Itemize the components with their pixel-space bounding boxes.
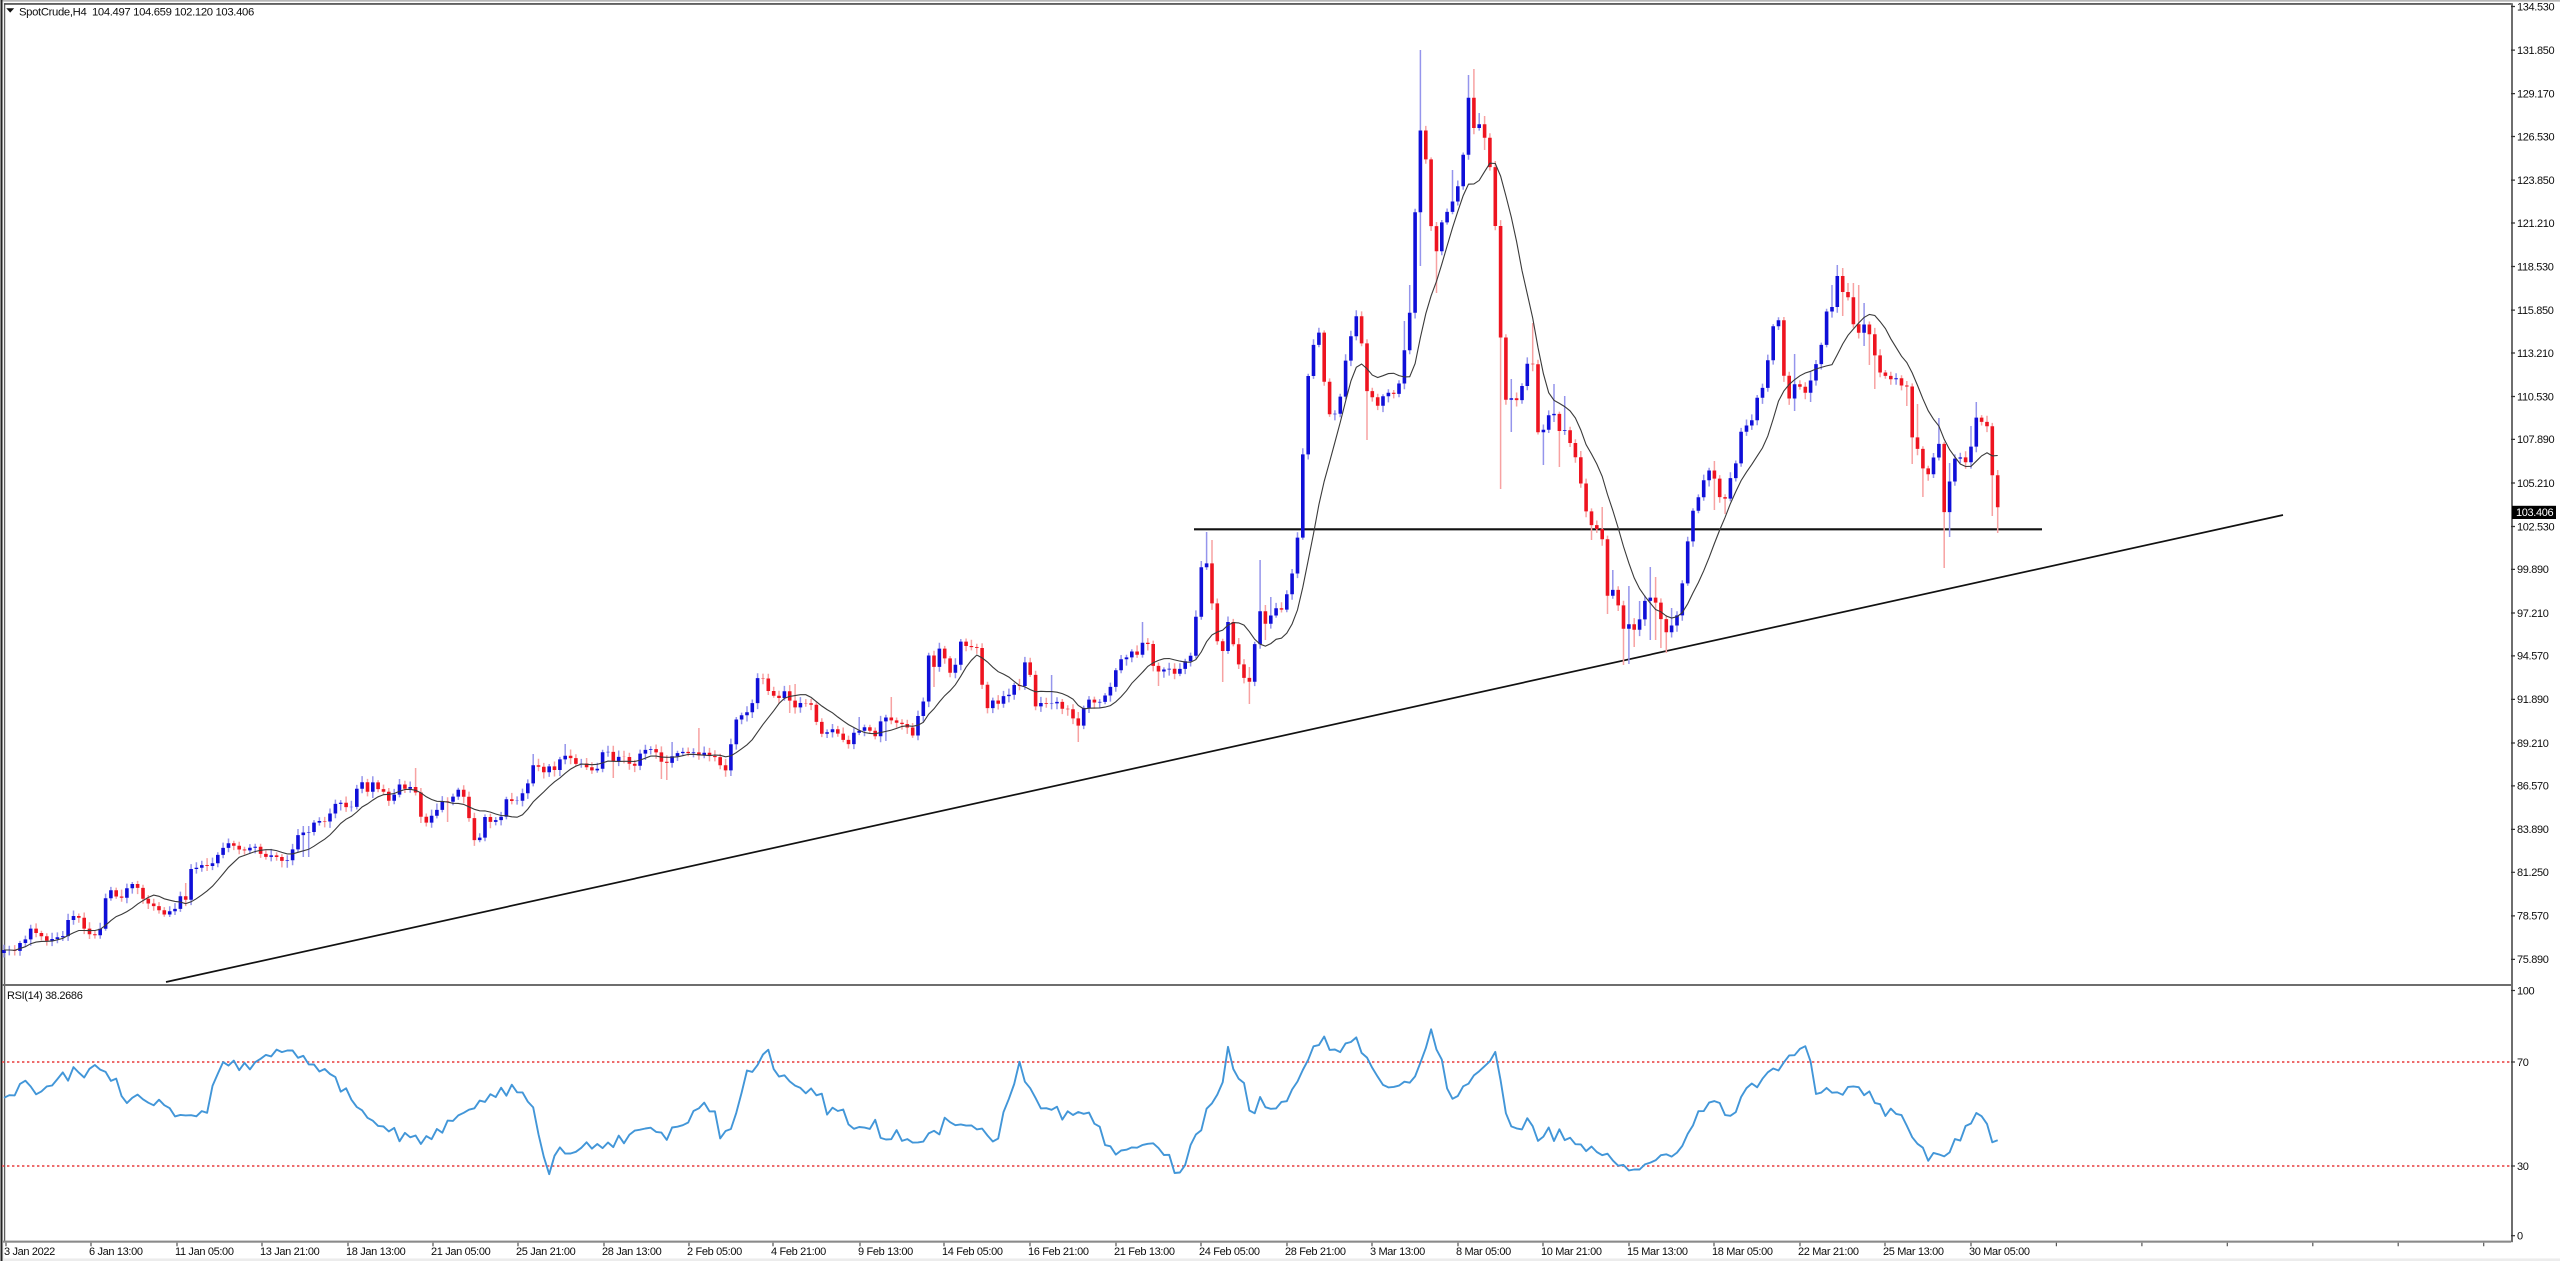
svg-text:21 Jan 05:00: 21 Jan 05:00 (431, 1246, 491, 1258)
svg-text:21 Feb 13:00: 21 Feb 13:00 (1114, 1246, 1175, 1258)
svg-text:102.530: 102.530 (2517, 521, 2555, 533)
svg-text:13 Jan 21:00: 13 Jan 21:00 (260, 1246, 320, 1258)
svg-text:14 Feb 05:00: 14 Feb 05:00 (942, 1246, 1003, 1258)
svg-text:103.406: 103.406 (2516, 507, 2554, 519)
svg-text:3 Mar 13:00: 3 Mar 13:00 (1370, 1246, 1425, 1258)
svg-text:10 Mar 21:00: 10 Mar 21:00 (1541, 1246, 1602, 1258)
svg-text:91.890: 91.890 (2517, 694, 2549, 706)
svg-text:75.890: 75.890 (2517, 954, 2549, 966)
svg-text:16 Feb 21:00: 16 Feb 21:00 (1028, 1246, 1089, 1258)
svg-text:89.210: 89.210 (2517, 738, 2549, 750)
svg-text:107.890: 107.890 (2517, 434, 2555, 446)
svg-text:15 Mar 13:00: 15 Mar 13:00 (1627, 1246, 1688, 1258)
svg-text:131.850: 131.850 (2517, 45, 2555, 57)
svg-text:18 Jan 13:00: 18 Jan 13:00 (346, 1246, 406, 1258)
svg-text:78.570: 78.570 (2517, 911, 2549, 923)
svg-text:9 Feb 13:00: 9 Feb 13:00 (858, 1246, 913, 1258)
svg-text:0: 0 (2517, 1231, 2523, 1243)
svg-text:126.530: 126.530 (2517, 131, 2555, 143)
svg-text:2 Feb 05:00: 2 Feb 05:00 (687, 1246, 742, 1258)
svg-text:134.530: 134.530 (2517, 1, 2555, 13)
svg-text:94.570: 94.570 (2517, 651, 2549, 663)
svg-text:110.530: 110.530 (2517, 391, 2554, 403)
svg-text:24 Feb 05:00: 24 Feb 05:00 (1199, 1246, 1260, 1258)
svg-text:25 Jan 21:00: 25 Jan 21:00 (516, 1246, 576, 1258)
svg-text:SpotCrude,H4 104.497 104.659: SpotCrude,H4 104.497 104.659 102.120 103… (19, 7, 254, 19)
svg-text:123.850: 123.850 (2517, 175, 2555, 187)
svg-text:30 Mar 05:00: 30 Mar 05:00 (1969, 1246, 2030, 1258)
svg-text:28 Jan 13:00: 28 Jan 13:00 (602, 1246, 662, 1258)
svg-text:18 Mar 05:00: 18 Mar 05:00 (1712, 1246, 1773, 1258)
svg-text:118.530: 118.530 (2517, 261, 2554, 273)
svg-text:70: 70 (2517, 1057, 2529, 1069)
svg-text:30: 30 (2517, 1161, 2529, 1173)
svg-text:97.210: 97.210 (2517, 608, 2549, 620)
svg-text:RSI(14) 38.2686: RSI(14) 38.2686 (7, 990, 83, 1002)
svg-text:4 Feb 21:00: 4 Feb 21:00 (771, 1246, 826, 1258)
svg-text:105.210: 105.210 (2517, 478, 2555, 490)
svg-text:86.570: 86.570 (2517, 781, 2549, 793)
svg-text:25 Mar 13:00: 25 Mar 13:00 (1883, 1246, 1944, 1258)
svg-text:121.210: 121.210 (2517, 218, 2555, 230)
svg-text:99.890: 99.890 (2517, 564, 2549, 576)
svg-text:8 Mar 05:00: 8 Mar 05:00 (1456, 1246, 1511, 1258)
svg-text:113.210: 113.210 (2517, 348, 2554, 360)
svg-text:115.850: 115.850 (2517, 305, 2554, 317)
svg-text:28 Feb 21:00: 28 Feb 21:00 (1285, 1246, 1346, 1258)
svg-text:3 Jan 2022: 3 Jan 2022 (4, 1246, 55, 1258)
svg-text:83.890: 83.890 (2517, 824, 2549, 836)
svg-text:11 Jan 05:00: 11 Jan 05:00 (175, 1246, 234, 1258)
svg-text:22 Mar 21:00: 22 Mar 21:00 (1798, 1246, 1859, 1258)
svg-text:6 Jan 13:00: 6 Jan 13:00 (89, 1246, 143, 1258)
svg-text:129.170: 129.170 (2517, 88, 2555, 100)
svg-text:100: 100 (2517, 985, 2535, 997)
svg-text:81.250: 81.250 (2517, 867, 2549, 879)
